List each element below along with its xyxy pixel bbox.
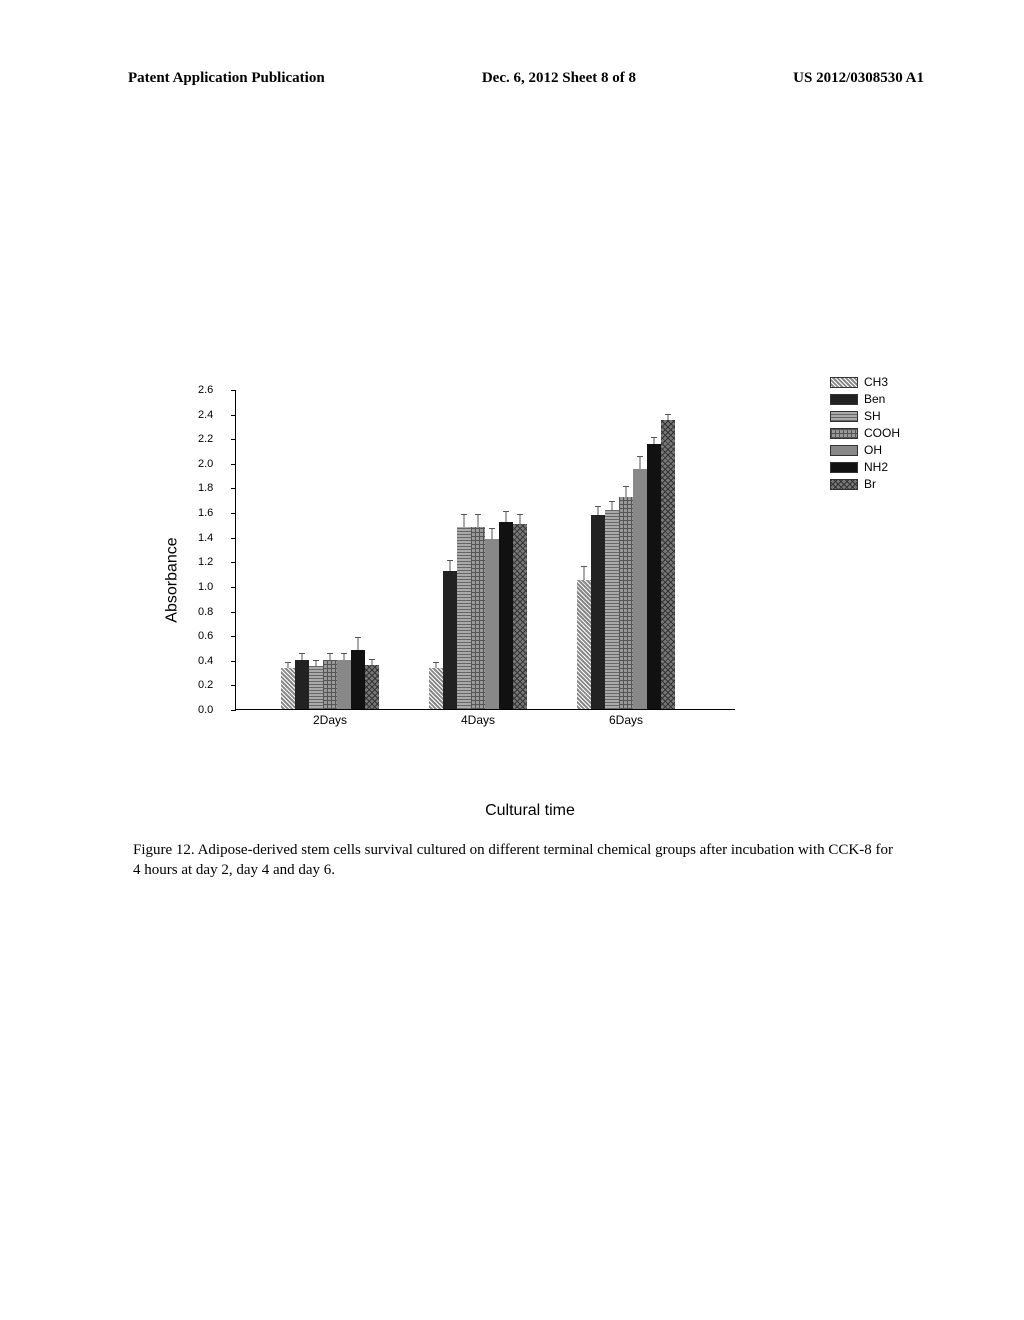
xaxis-label: Cultural time: [485, 802, 575, 820]
xtick-label: 4Days: [461, 713, 495, 727]
xtick-label: 6Days: [609, 713, 643, 727]
legend-label: OH: [864, 443, 882, 457]
legend-label: COOH: [864, 426, 900, 440]
legend-item: COOH: [830, 426, 900, 440]
legend-item: Ben: [830, 392, 900, 406]
legend-swatch: [830, 479, 858, 490]
legend-swatch: [830, 462, 858, 473]
bar: [499, 522, 513, 709]
legend-swatch: [830, 411, 858, 422]
bar: [633, 469, 647, 709]
legend-swatch: [830, 445, 858, 456]
ytick-label: 2.6: [198, 384, 213, 396]
bar: [309, 666, 323, 709]
header-center: Dec. 6, 2012 Sheet 8 of 8: [482, 70, 636, 87]
ytick-label: 0.6: [198, 630, 213, 642]
legend-swatch: [830, 394, 858, 405]
bar: [619, 497, 633, 709]
bar: [323, 660, 337, 709]
header-left: Patent Application Publication: [128, 70, 325, 87]
legend-swatch: [830, 428, 858, 439]
legend-label: CH3: [864, 375, 888, 389]
header-right: US 2012/0308530 A1: [793, 70, 924, 87]
bar: [661, 420, 675, 709]
ytick-label: 2.4: [198, 409, 213, 421]
bar: [577, 580, 591, 709]
ytick-label: 1.6: [198, 507, 213, 519]
bar: [513, 524, 527, 709]
legend-item: NH2: [830, 460, 900, 474]
ytick-label: 0.4: [198, 655, 213, 667]
legend-item: OH: [830, 443, 900, 457]
ytick-label: 1.8: [198, 482, 213, 494]
bar: [443, 571, 457, 709]
bar: [647, 444, 661, 709]
bar: [605, 510, 619, 709]
bar: [295, 660, 309, 709]
bar: [457, 527, 471, 709]
figure-caption: Figure 12. Adipose-derived stem cells su…: [133, 840, 893, 881]
legend-label: Ben: [864, 392, 885, 406]
yaxis-label: Absorbance: [164, 537, 182, 622]
legend-swatch: [830, 377, 858, 388]
legend-item: Br: [830, 477, 900, 491]
bar: [365, 665, 379, 709]
bar-chart: Absorbance 0.00.20.40.60.81.01.21.41.61.…: [180, 390, 880, 770]
bar: [471, 527, 485, 709]
page-header: Patent Application Publication Dec. 6, 2…: [0, 70, 1024, 87]
legend-label: NH2: [864, 460, 888, 474]
bar: [281, 668, 295, 709]
legend: CH3 Ben SH COOH OH NH2 Br: [830, 375, 900, 494]
bar: [591, 515, 605, 709]
ytick-label: 0.2: [198, 679, 213, 691]
ytick-label: 2.2: [198, 433, 213, 445]
legend-label: SH: [864, 409, 881, 423]
bar: [429, 668, 443, 709]
bar: [351, 650, 365, 709]
ytick-label: 2.0: [198, 458, 213, 470]
ytick-label: 1.2: [198, 556, 213, 568]
ytick-label: 0.0: [198, 704, 213, 716]
legend-label: Br: [864, 477, 876, 491]
ytick-label: 1.0: [198, 581, 213, 593]
bar: [485, 539, 499, 709]
xtick-label: 2Days: [313, 713, 347, 727]
legend-item: CH3: [830, 375, 900, 389]
ytick-label: 0.8: [198, 606, 213, 618]
legend-item: SH: [830, 409, 900, 423]
bar: [337, 660, 351, 709]
plot-area: 0.00.20.40.60.81.01.21.41.61.82.02.22.42…: [235, 390, 735, 710]
ytick-label: 1.4: [198, 532, 213, 544]
